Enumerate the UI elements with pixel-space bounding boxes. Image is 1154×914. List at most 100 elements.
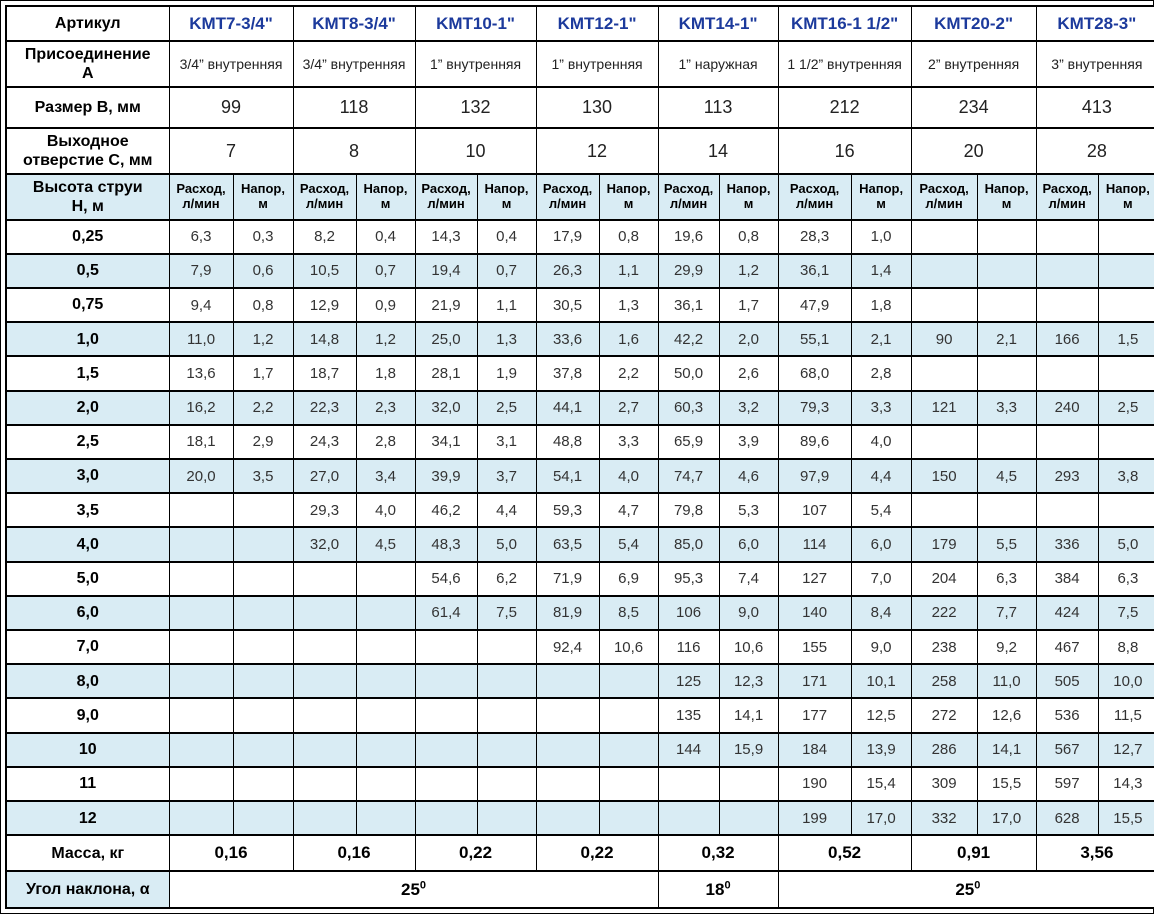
head-value [598, 799, 659, 837]
outlet-c-value: 8 [292, 127, 416, 175]
flow-header: Расход, л/мин [910, 172, 978, 221]
jet-height-value: 7,0 [5, 628, 170, 666]
article-name: KMT8-3/4" [292, 4, 416, 43]
flow-value [168, 731, 234, 768]
connection-value: 3” внутренняя [1035, 40, 1154, 88]
outlet-c-value: 28 [1035, 127, 1154, 175]
head-value: 1,7 [718, 286, 779, 324]
outlet-c-label: Выходное отверстие С, мм [5, 127, 170, 175]
head-value: 2,0 [718, 321, 779, 358]
head-value: 0,7 [476, 252, 537, 289]
head-value: 5,3 [718, 492, 779, 529]
head-value: 8,8 [1097, 628, 1154, 666]
head-value [976, 355, 1037, 392]
head-value: 0,4 [355, 218, 416, 255]
data-row: 10 144 15,9 184 13,9 286 14,1 567 12,7 [5, 731, 1154, 768]
head-value [598, 731, 659, 768]
connection-value: 1” внутренняя [414, 40, 537, 88]
flow-value: 30,5 [535, 286, 600, 324]
connection-row: Присоединение А 3/4” внутренняя 3/4” внут… [5, 40, 1154, 88]
outlet-c-value: 7 [168, 127, 294, 175]
head-value: 1,2 [232, 321, 294, 358]
flow-value [414, 628, 478, 666]
flow-value: 48,8 [535, 423, 600, 460]
jet-height-value: 10 [5, 731, 170, 768]
flow-value: 32,0 [292, 526, 357, 563]
head-value: 1,8 [355, 355, 416, 392]
head-value: 2,3 [355, 389, 416, 426]
size-b-value: 99 [168, 85, 294, 130]
data-row: 2,5 18,1 2,9 24,3 2,8 34,1 3,1 48,8 3,3 65,9 3,9 89… [5, 423, 1154, 460]
connection-value: 3/4” внутренняя [292, 40, 416, 88]
mass-value: 0,52 [777, 834, 912, 873]
flow-value: 74,7 [657, 457, 720, 495]
flow-value: 29,3 [292, 492, 357, 529]
flow-value: 79,8 [657, 492, 720, 529]
flow-value [168, 697, 234, 734]
flow-value: 505 [1035, 663, 1099, 700]
mass-row: Масса, кг 0,16 0,16 0,22 0,22 0,32 0,52 0,91 3,… [5, 834, 1154, 873]
head-value: 2,8 [355, 423, 416, 460]
flow-value [292, 799, 357, 837]
flow-value [168, 560, 234, 597]
head-value: 14,1 [718, 697, 779, 734]
flow-value: 125 [657, 663, 720, 700]
head-value: 4,6 [718, 457, 779, 495]
size-b-value: 413 [1035, 85, 1154, 130]
head-value: 2,5 [1097, 389, 1154, 426]
head-value [232, 731, 294, 768]
flow-value: 36,1 [657, 286, 720, 324]
head-value [232, 560, 294, 597]
head-value: 1,1 [476, 286, 537, 324]
outlet-c-value: 16 [777, 127, 912, 175]
flow-value: 116 [657, 628, 720, 666]
head-header: Напор, м [850, 172, 912, 221]
head-value: 6,0 [718, 526, 779, 563]
flow-value: 33,6 [535, 321, 600, 358]
flow-value: 63,5 [535, 526, 600, 563]
jet-height-label: Высота струи Н, м [5, 172, 170, 221]
flow-value: 54,6 [414, 560, 478, 597]
flow-value [1035, 218, 1099, 255]
jet-height-value: 5,0 [5, 560, 170, 597]
flow-value: 628 [1035, 799, 1099, 837]
flow-value [910, 252, 978, 289]
data-row: 1,5 13,6 1,7 18,7 1,8 28,1 1,9 37,8 2,2 50,0 2,6 68… [5, 355, 1154, 392]
flow-value: 199 [777, 799, 852, 837]
head-value: 0,8 [718, 218, 779, 255]
flow-value: 293 [1035, 457, 1099, 495]
article-row: Артикул KMT7-3/4" KMT8-3/4" KMT10-1" KMT12-… [5, 4, 1154, 43]
flow-value: 204 [910, 560, 978, 597]
head-value [476, 697, 537, 734]
head-value: 17,0 [850, 799, 912, 837]
head-value: 6,3 [1097, 560, 1154, 597]
jet-height-value: 0,75 [5, 286, 170, 324]
flow-value [657, 765, 720, 803]
head-value: 12,6 [976, 697, 1037, 734]
head-value: 7,7 [976, 594, 1037, 631]
connection-label: Присоединение А [5, 40, 170, 88]
head-value [232, 765, 294, 803]
head-value [598, 663, 659, 700]
head-header: Напор, м [718, 172, 779, 221]
flow-value [168, 663, 234, 700]
article-name: KMT10-1" [414, 4, 537, 43]
jet-height-value: 8,0 [5, 663, 170, 700]
head-value: 1,0 [850, 218, 912, 255]
head-value [598, 765, 659, 803]
head-value: 9,0 [718, 594, 779, 631]
flow-value [414, 731, 478, 768]
head-value: 1,5 [1097, 321, 1154, 358]
head-value: 1,9 [476, 355, 537, 392]
flow-value: 140 [777, 594, 852, 631]
head-value: 6,3 [976, 560, 1037, 597]
head-value [232, 799, 294, 837]
flow-value [168, 526, 234, 563]
head-value: 3,5 [232, 457, 294, 495]
data-row: 5,0 54,6 6,2 71,9 6,9 95,3 7,4 127 7,0 204 6,3 384 6… [5, 560, 1154, 597]
flow-header: Расход, л/мин [1035, 172, 1099, 221]
jet-height-value: 9,0 [5, 697, 170, 734]
flow-header: Расход, л/мин [168, 172, 234, 221]
